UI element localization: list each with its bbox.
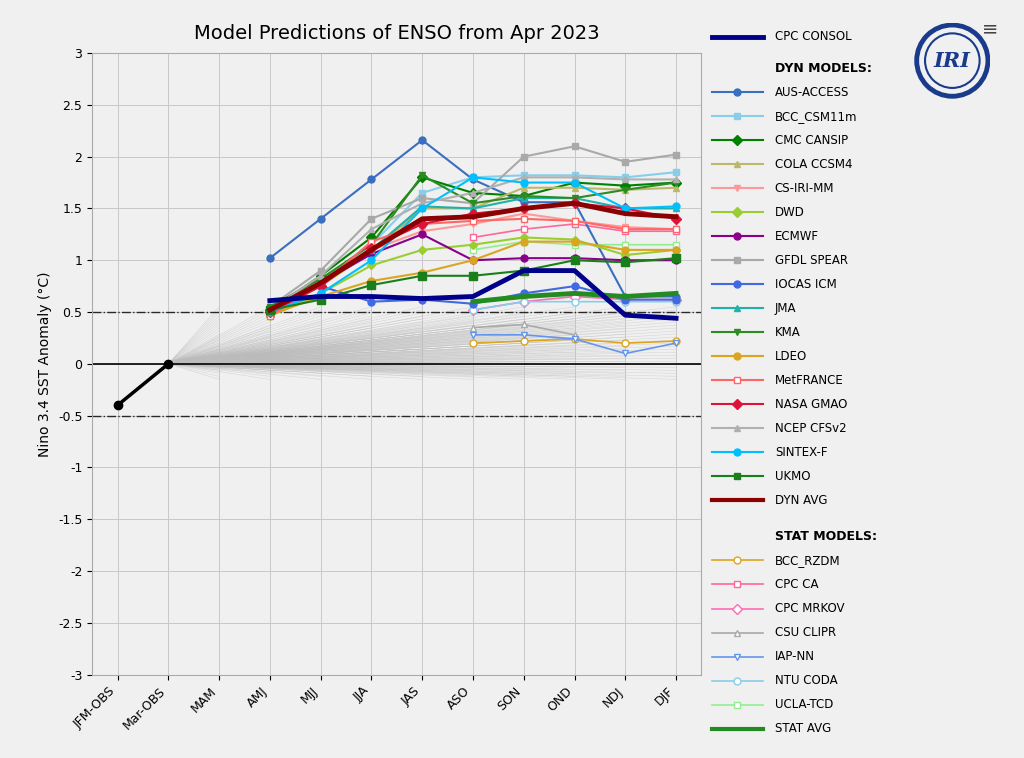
Text: NTU CODA: NTU CODA xyxy=(775,674,838,687)
Text: NCEP CFSv2: NCEP CFSv2 xyxy=(775,422,847,435)
Text: CPC MRKOV: CPC MRKOV xyxy=(775,602,844,615)
Y-axis label: Nino 3.4 SST Anomaly (°C): Nino 3.4 SST Anomaly (°C) xyxy=(38,271,52,456)
Text: NASA GMAO: NASA GMAO xyxy=(775,398,847,411)
Text: CPC CONSOL: CPC CONSOL xyxy=(775,30,851,43)
Text: UCLA-TCD: UCLA-TCD xyxy=(775,698,834,711)
Text: MetFRANCE: MetFRANCE xyxy=(775,374,844,387)
Text: UKMO: UKMO xyxy=(775,470,810,483)
Text: STAT MODELS:: STAT MODELS: xyxy=(775,530,877,543)
Text: ≡: ≡ xyxy=(982,19,998,38)
Text: IRI: IRI xyxy=(934,51,971,70)
Text: CS-IRI-MM: CS-IRI-MM xyxy=(775,182,835,195)
Text: DYN MODELS:: DYN MODELS: xyxy=(775,61,871,75)
Text: CSU CLIPR: CSU CLIPR xyxy=(775,626,836,639)
Text: LDEO: LDEO xyxy=(775,350,807,363)
Text: BCC_CSM11m: BCC_CSM11m xyxy=(775,110,857,123)
Text: ECMWF: ECMWF xyxy=(775,230,819,243)
Text: BCC_RZDM: BCC_RZDM xyxy=(775,554,841,567)
Text: COLA CCSM4: COLA CCSM4 xyxy=(775,158,852,171)
Text: SINTEX-F: SINTEX-F xyxy=(775,446,827,459)
Text: GFDL SPEAR: GFDL SPEAR xyxy=(775,254,848,267)
Text: STAT AVG: STAT AVG xyxy=(775,722,831,735)
Text: IAP-NN: IAP-NN xyxy=(775,650,815,663)
Text: AUS-ACCESS: AUS-ACCESS xyxy=(775,86,849,99)
Text: CMC CANSIP: CMC CANSIP xyxy=(775,133,848,147)
Text: CPC CA: CPC CA xyxy=(775,578,818,591)
Title: Model Predictions of ENSO from Apr 2023: Model Predictions of ENSO from Apr 2023 xyxy=(194,24,600,43)
Text: DWD: DWD xyxy=(775,205,805,219)
Text: DYN AVG: DYN AVG xyxy=(775,494,827,507)
Text: KMA: KMA xyxy=(775,326,801,339)
Text: JMA: JMA xyxy=(775,302,797,315)
Text: IOCAS ICM: IOCAS ICM xyxy=(775,278,837,291)
